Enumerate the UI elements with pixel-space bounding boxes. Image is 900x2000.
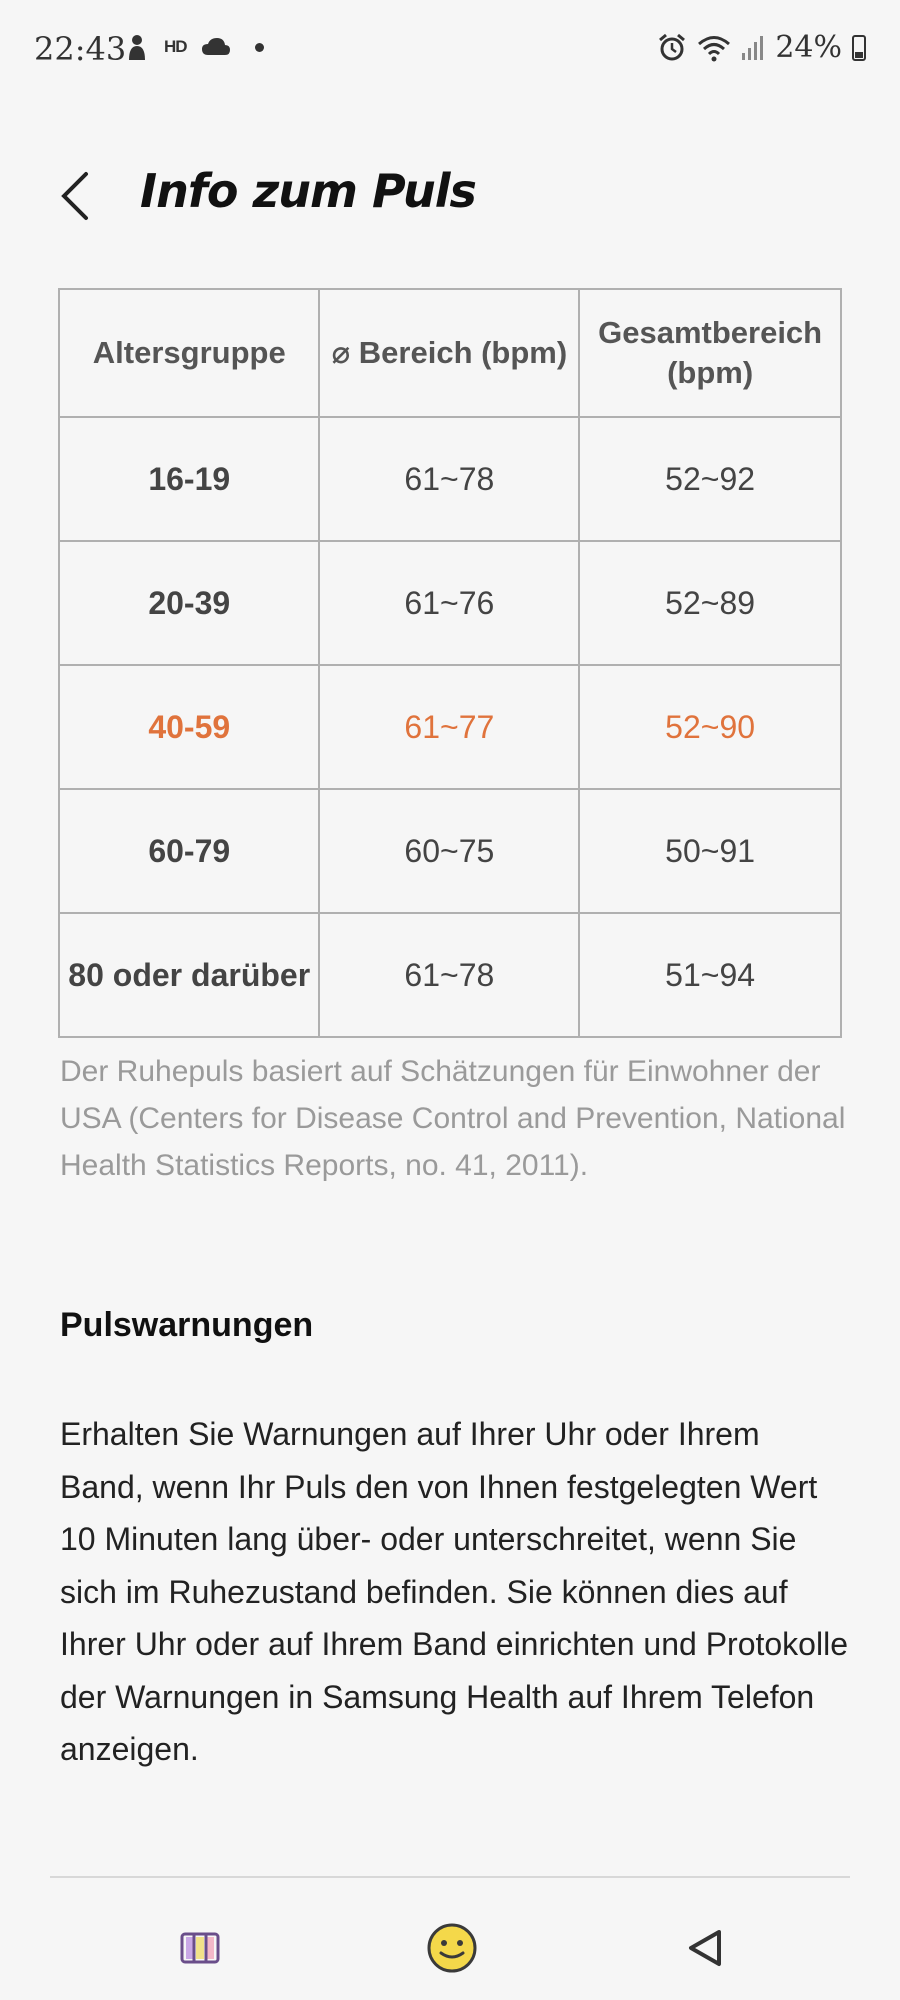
page-title: Info zum Puls — [140, 164, 477, 218]
back-icon — [689, 1930, 721, 1966]
notification-app-icon — [129, 35, 145, 60]
more-notifications-dot — [254, 42, 264, 52]
table-row: 16-19 61~78 52~92 — [57, 416, 842, 542]
average-range-cell: 60~75 — [318, 788, 581, 914]
age-cell: 60-79 — [57, 788, 321, 914]
signal-icon — [742, 35, 764, 60]
total-range-cell: 52~89 — [578, 540, 842, 666]
status-right-icons: 24% — [657, 30, 866, 65]
battery-icon — [852, 34, 866, 61]
table-row: 60-79 60~75 50~91 — [57, 788, 842, 914]
back-nav-button[interactable] — [675, 1918, 735, 1978]
home-button[interactable] — [422, 1918, 482, 1978]
table-header-row: Altersgruppe ⌀ Bereich (bpm) Gesamtberei… — [57, 288, 842, 418]
battery-percent: 24% — [775, 30, 842, 65]
status-bar: 22:43 HD 24% — [0, 0, 900, 100]
header-average-range: ⌀ Bereich (bpm) — [318, 288, 581, 418]
status-time: 22:43 — [34, 30, 127, 68]
chevron-left-icon — [61, 172, 88, 220]
table-footnote: Der Ruhepuls basiert auf Schätzungen für… — [60, 1055, 846, 1182]
wifi-icon — [698, 35, 731, 61]
alarm-icon — [659, 33, 686, 60]
total-range-cell: 52~92 — [578, 416, 842, 542]
navigation-bar — [0, 1880, 900, 2000]
home-icon — [427, 1923, 477, 1973]
app-header: Info zum Puls — [0, 150, 900, 240]
age-cell: 40-59 — [57, 664, 321, 790]
status-left-icons: HD — [124, 32, 264, 62]
nav-divider — [50, 1876, 850, 1878]
average-range-cell: 61~77 — [318, 664, 581, 790]
table-row-highlighted: 40-59 61~77 52~90 — [57, 664, 842, 790]
table-row: 20-39 61~76 52~89 — [57, 540, 842, 666]
hd-voice-icon: HD — [164, 37, 188, 56]
average-range-cell: 61~76 — [318, 540, 581, 666]
age-cell: 20-39 — [57, 540, 321, 666]
header-total-range: Gesamtbereich (bpm) — [578, 288, 842, 418]
average-range-cell: 61~78 — [318, 912, 581, 1038]
cloud-icon — [201, 38, 230, 55]
age-cell: 80 oder darüber — [57, 912, 321, 1038]
total-range-cell: 51~94 — [578, 912, 842, 1038]
age-cell: 16-19 — [57, 416, 321, 542]
heart-rate-table: Altersgruppe ⌀ Bereich (bpm) Gesamtberei… — [57, 288, 842, 1038]
recent-apps-icon — [180, 1932, 220, 1964]
average-range-cell: 61~78 — [318, 416, 581, 542]
total-range-cell: 52~90 — [578, 664, 842, 790]
total-range-cell: 50~91 — [578, 788, 842, 914]
alerts-section-body: Erhalten Sie Warnungen auf Ihrer Uhr ode… — [60, 1416, 848, 1767]
header-age-group: Altersgruppe — [57, 288, 321, 418]
recent-apps-button[interactable] — [170, 1918, 230, 1978]
alerts-section-title: Pulswarnungen — [60, 1306, 314, 1344]
table-row: 80 oder darüber 61~78 51~94 — [57, 912, 842, 1038]
back-button[interactable] — [56, 170, 104, 222]
